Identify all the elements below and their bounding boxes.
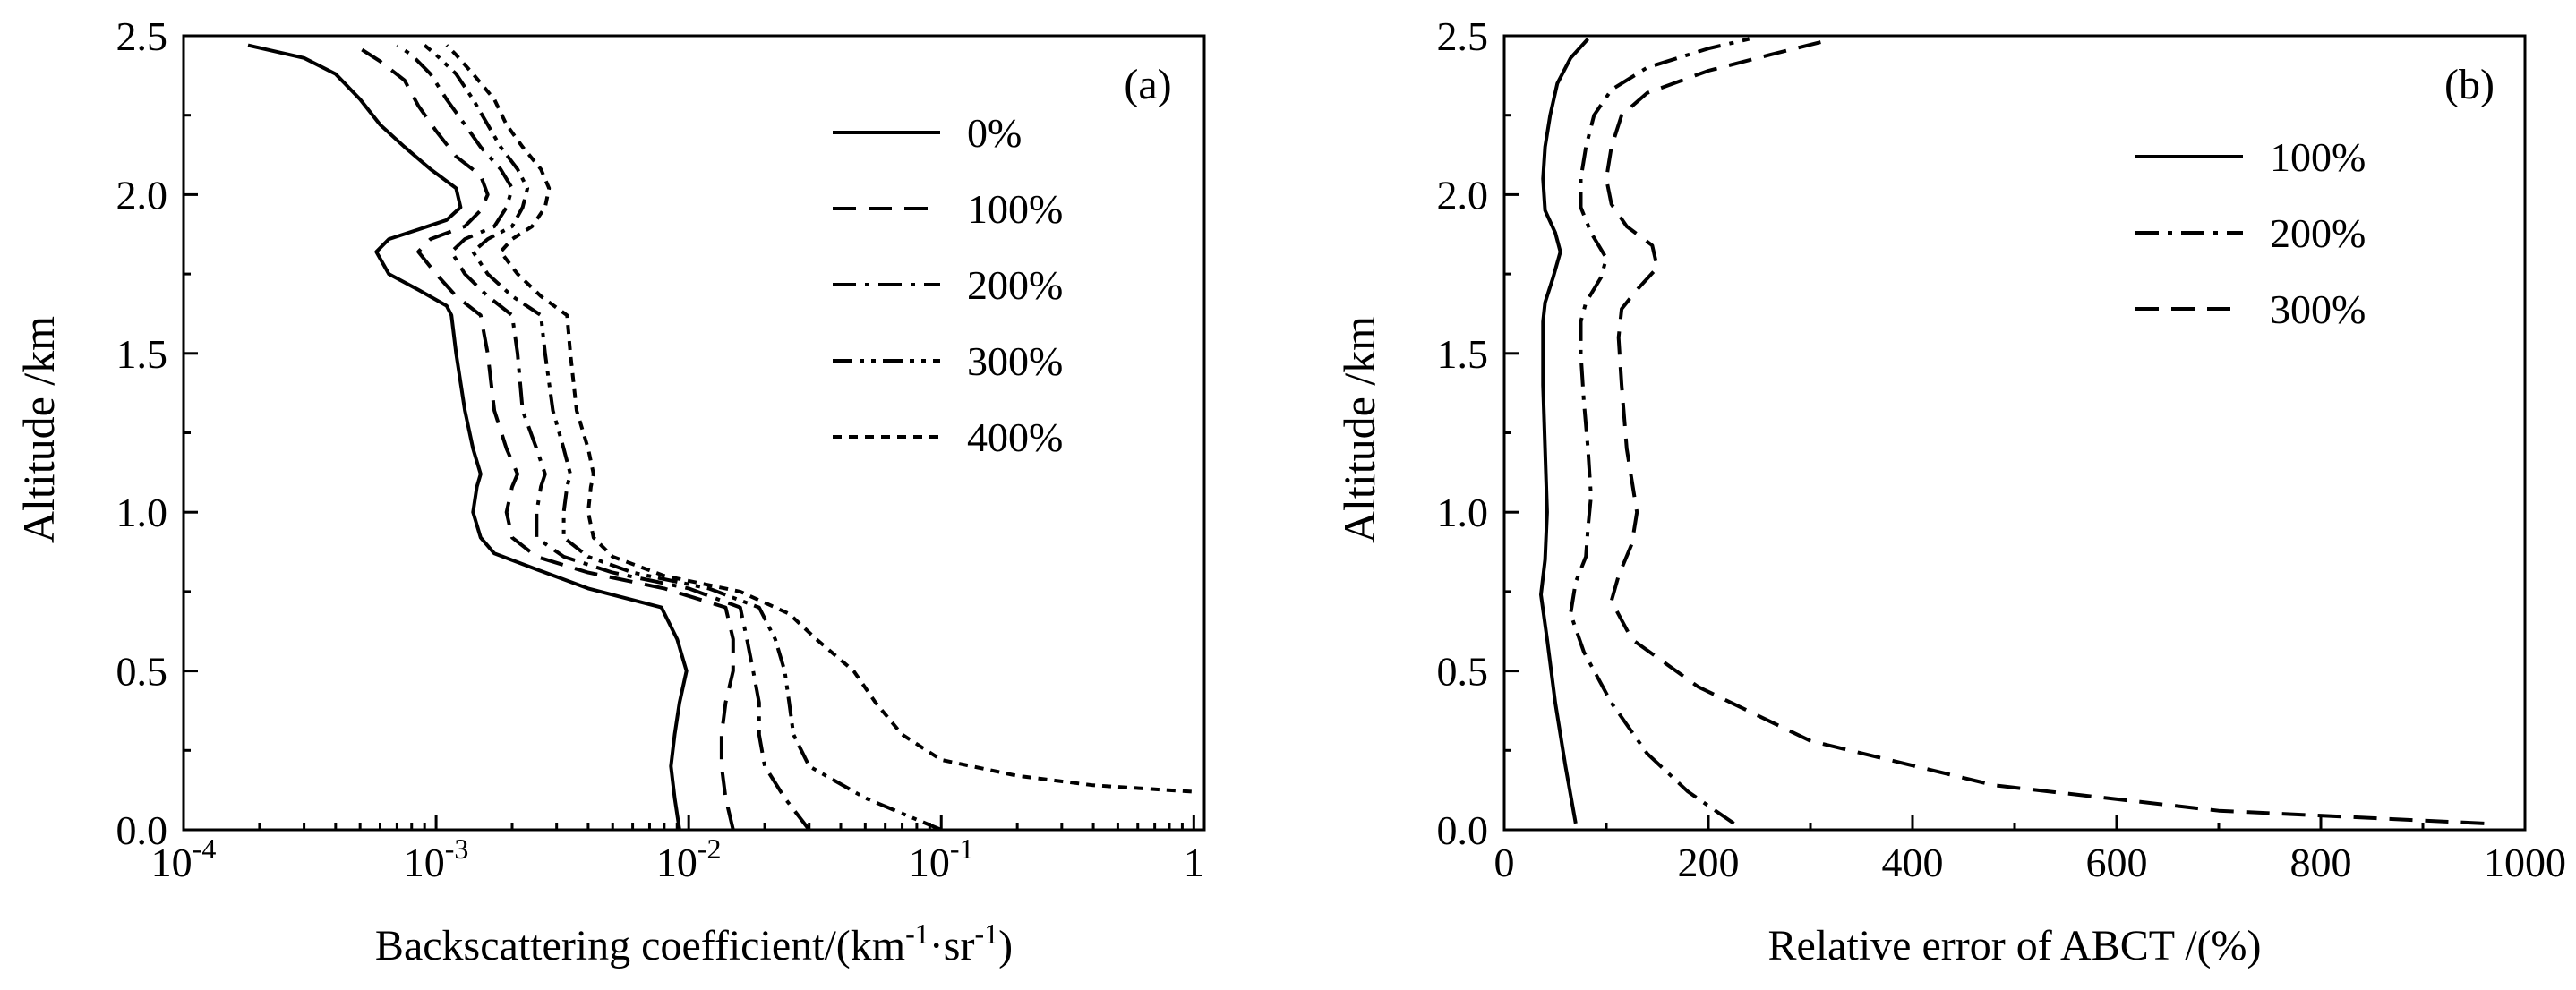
legend-label-b-100: 100% bbox=[2270, 134, 2366, 180]
y-axis-label-b: Altitude /km bbox=[1334, 316, 1384, 543]
legend-label-a-100: 100% bbox=[967, 186, 1063, 232]
y-tick-label-a-2: 1.0 bbox=[116, 490, 168, 535]
y-tick-label-b-0: 0.0 bbox=[1437, 807, 1489, 853]
legend-label-a-0: 0% bbox=[967, 110, 1022, 156]
series-a-0 bbox=[247, 43, 689, 830]
y-ticks-a: 0.0 0.5 1.0 1.5 2.0 2.5 bbox=[116, 13, 198, 853]
x-tick-label-b-2: 400 bbox=[1882, 840, 1944, 885]
x-tick-label-b-5: 1000 bbox=[2484, 840, 2566, 885]
x-tick-label-b-0: 0 bbox=[1494, 840, 1515, 885]
x-tick-label-b-4: 800 bbox=[2290, 840, 2352, 885]
panel-label-a: (a) bbox=[1124, 61, 1171, 108]
x-ticks-b: 0 200 400 600 800 1000 bbox=[1494, 815, 2566, 885]
y-tick-label-a-3: 1.5 bbox=[116, 331, 168, 377]
x-tick-label-a-4: 1 bbox=[1184, 840, 1204, 885]
x-tick-base: 10 bbox=[909, 840, 950, 885]
legend-label-a-400: 400% bbox=[967, 414, 1063, 460]
x-label-mid: ·sr bbox=[929, 922, 975, 969]
y-tick-label-b-1: 0.5 bbox=[1437, 649, 1489, 695]
y-tick-label-b-3: 1.5 bbox=[1437, 331, 1489, 377]
series-a-100 bbox=[359, 47, 735, 830]
series-group-a bbox=[247, 43, 1192, 830]
series-group-b bbox=[1539, 37, 2485, 825]
x-tick-label-a-1: 10-3 bbox=[404, 832, 469, 885]
x-tick-label-a-2: 10-2 bbox=[656, 832, 722, 885]
x-tick-label-b-3: 600 bbox=[2086, 840, 2148, 885]
x-tick-base: 1 bbox=[1184, 840, 1204, 885]
x-tick-label-a-3: 10-1 bbox=[909, 832, 974, 885]
x-label-prefix: Backscattering coefficient/(km bbox=[375, 922, 905, 969]
x-tick-base: 10 bbox=[656, 840, 697, 885]
panel-label-b: (b) bbox=[2444, 61, 2495, 108]
x-tick-exponent: -3 bbox=[445, 832, 469, 865]
series-a-400 bbox=[445, 44, 1192, 794]
x-label-sup1: -1 bbox=[905, 917, 929, 950]
legend-label-a-300: 300% bbox=[967, 338, 1063, 384]
y-tick-label-b-5: 2.5 bbox=[1437, 13, 1489, 59]
x-label-sup2: -1 bbox=[974, 917, 998, 950]
y-tick-label-b-4: 2.0 bbox=[1437, 172, 1489, 218]
y-tick-label-b-2: 1.0 bbox=[1437, 490, 1489, 535]
y-tick-label-a-5: 2.5 bbox=[116, 13, 168, 59]
y-tick-label-a-0: 0.0 bbox=[116, 807, 168, 853]
x-label-suffix: ) bbox=[998, 922, 1013, 969]
x-tick-exponent: -1 bbox=[950, 832, 974, 865]
y-axis-label-a: Altitude /km bbox=[13, 316, 64, 543]
series-b-300 bbox=[1605, 40, 2485, 825]
x-tick-base: 10 bbox=[404, 840, 445, 885]
legend-label-b-200: 200% bbox=[2270, 210, 2366, 256]
panel-b: 0 200 400 600 800 1000 0.0 0.5 1.0 1.5 2.0 2.5 100… bbox=[1334, 13, 2566, 969]
legend-label-b-300: 300% bbox=[2270, 286, 2366, 332]
x-axis-label-b: Relative error of ABCT /(%) bbox=[1768, 922, 2262, 969]
series-a-200 bbox=[396, 43, 811, 830]
y-tick-label-a-4: 2.0 bbox=[116, 172, 168, 218]
series-b-200 bbox=[1569, 37, 1750, 825]
y-tick-label-a-1: 0.5 bbox=[116, 649, 168, 695]
legend-label-a-200: 200% bbox=[967, 262, 1063, 308]
x-tick-label-b-1: 200 bbox=[1678, 840, 1740, 885]
plot-frame-b bbox=[1502, 34, 2527, 832]
x-tick-base: 10 bbox=[151, 840, 193, 885]
series-a-300 bbox=[423, 44, 942, 830]
y-ticks-b: 0.0 0.5 1.0 1.5 2.0 2.5 bbox=[1437, 13, 1519, 853]
legend-b: 100% 200% 300% bbox=[2135, 134, 2366, 332]
panel-a: 10-4 10-3 10-2 10-1 1 0.00.51.01.52.02.5 0%1… bbox=[13, 13, 1206, 969]
x-tick-exponent: -2 bbox=[697, 832, 722, 865]
legend-a: 0% 100% 200% 300% 400% bbox=[833, 110, 1063, 460]
x-tick-exponent: -4 bbox=[193, 832, 217, 865]
x-axis-label-a: Backscattering coefficient/(km-1·sr-1) bbox=[375, 917, 1013, 969]
series-b-100 bbox=[1539, 38, 1589, 824]
x-ticks-a: 10-4 10-3 10-2 10-1 1 bbox=[151, 815, 1204, 885]
x-tick-label-a-0: 10-4 bbox=[151, 832, 217, 885]
